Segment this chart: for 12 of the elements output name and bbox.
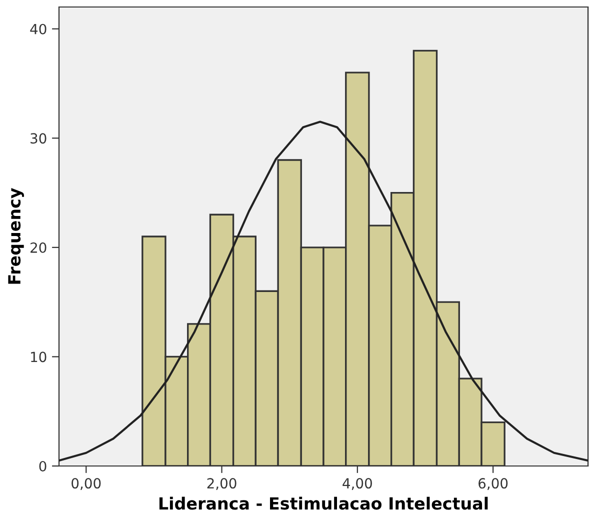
- y-tick-label: 30: [30, 133, 46, 144]
- x-tick-label: 4,00: [342, 478, 372, 490]
- y-tick-label: 20: [30, 242, 46, 253]
- x-tick-label: 0,00: [72, 478, 101, 490]
- x-axis-title: Lideranca - Estimulacao Intelectual: [159, 496, 488, 510]
- y-tick-label: 10: [31, 352, 46, 362]
- y-tick-label: 0: [39, 460, 46, 472]
- x-tick-label: 2,00: [207, 478, 236, 490]
- y-tick-label: 40: [30, 24, 46, 34]
- y-axis-title: Frequency: [8, 188, 24, 284]
- line-series: [59, 120, 588, 462]
- x-tick-label: 6,00: [478, 478, 508, 490]
